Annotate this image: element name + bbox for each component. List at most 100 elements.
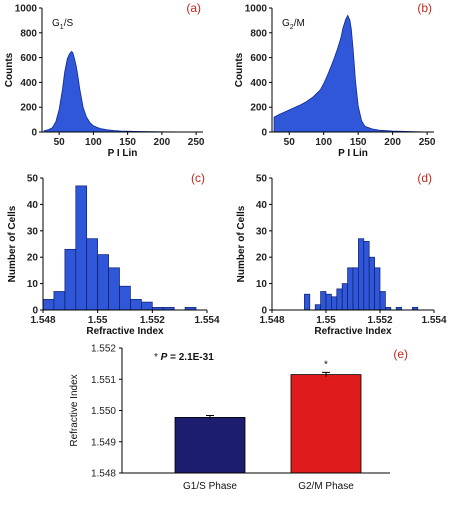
panel-letter: (d) [417, 171, 432, 185]
histogram-bar [320, 291, 327, 311]
histogram-bar [358, 238, 365, 311]
g1s-phase-bar [174, 416, 246, 474]
histogram-area [43, 50, 200, 133]
x-axis-title: P I Lin [108, 148, 138, 159]
histogram-bar [75, 185, 88, 311]
histogram-bar [86, 238, 98, 311]
x-tick-label: 200 [154, 137, 171, 148]
y-tick-label: 1.550 [91, 406, 116, 417]
y-axis-title: Counts [234, 52, 245, 87]
y-tick-label: 10 [27, 279, 39, 290]
histogram-bar [53, 291, 66, 311]
x-tick-label: 150 [119, 137, 136, 148]
x-tick-label: 1.55 [316, 315, 336, 326]
y-tick-label: 400 [250, 78, 267, 89]
y-axis-title: Refractive Index [69, 374, 80, 446]
panel-b-flow-histogram: 0 200 400 600 800 1000 50 100 150 200 250 P I Lin Co… [234, 1, 436, 159]
y-tick-label: 50 [256, 174, 268, 185]
y-tick-label: 1.549 [91, 437, 116, 448]
y-tick-label: 1.548 [91, 469, 116, 480]
y-tick-label: 50 [27, 174, 39, 185]
histogram-bar [374, 267, 381, 311]
y-tick-label: 30 [256, 226, 268, 237]
p-value-annotation: * P = 2.1E-31 [154, 352, 214, 363]
x-tick-label: 250 [188, 137, 205, 148]
y-tick-label: 800 [20, 28, 37, 39]
significance-star: * [324, 359, 328, 370]
category-label: G2/M Phase [298, 481, 354, 492]
y-tick-label: 40 [256, 200, 268, 211]
histogram-bar [141, 301, 153, 311]
x-tick-label: 250 [419, 137, 436, 148]
y-tick-label: 200 [20, 103, 37, 114]
panel-letter: (a) [186, 1, 201, 15]
histogram-bar [336, 288, 343, 311]
x-tick-label: 200 [384, 137, 401, 148]
y-tick-label: 0 [261, 306, 267, 317]
x-tick-label: 1.554 [421, 315, 446, 326]
histogram-bar [325, 293, 332, 311]
y-tick-label: 0 [261, 128, 267, 139]
panel-c-refractive-histogram: 0 10 20 30 40 50 1.548 1.55 1.552 1.554 Refractive… [7, 171, 220, 337]
y-axis-title: Counts [4, 52, 15, 87]
phase-annotation: G1/S [52, 18, 73, 31]
x-tick-label: 1.548 [30, 315, 55, 326]
x-axis-title: P I Lin [338, 148, 368, 159]
g2m-phase-bar [290, 374, 362, 474]
panel-d-refractive-histogram: 0 10 20 30 40 50 1.548 1.55 1.552 1.554 Refractive… [236, 171, 447, 337]
y-tick-label: 600 [250, 53, 267, 64]
histogram-bar [314, 304, 321, 311]
y-tick-label: 600 [20, 53, 37, 64]
x-tick-label: 100 [85, 137, 102, 148]
x-tick-label: 100 [315, 137, 332, 148]
histogram-bar [347, 267, 354, 311]
histogram-bar [130, 299, 142, 311]
y-tick-label: 30 [27, 226, 39, 237]
y-axis-title: Number of Cells [236, 205, 247, 282]
histogram-bar [379, 291, 386, 311]
x-tick-label: 1.548 [259, 315, 284, 326]
y-tick-label: 20 [256, 253, 268, 264]
y-tick-label: 40 [27, 200, 39, 211]
y-tick-label: 200 [250, 103, 267, 114]
y-tick-label: 1.551 [91, 375, 116, 386]
y-tick-label: 1000 [15, 4, 38, 15]
y-tick-label: 800 [250, 28, 267, 39]
histogram-bar [352, 267, 359, 311]
histogram-bar [331, 296, 338, 311]
histogram-area [273, 14, 431, 133]
x-tick-label: 50 [284, 137, 296, 148]
histogram-bar [108, 267, 120, 311]
x-axis-title: Refractive Index [314, 326, 392, 337]
x-tick-label: 150 [350, 137, 367, 148]
x-tick-label: 1.552 [140, 315, 165, 326]
y-tick-label: 1.552 [91, 344, 116, 355]
panel-a-flow-histogram: 0 200 400 600 800 1000 50 100 150 200 250 P I Lin Co… [4, 1, 205, 159]
y-tick-label: 1000 [245, 4, 268, 15]
category-label: G1/S Phase [183, 481, 237, 492]
phase-annotation: G2/M [282, 18, 305, 31]
histogram-bar [119, 285, 131, 311]
histogram-bar [304, 293, 311, 311]
panel-letter: (c) [191, 171, 205, 185]
y-tick-label: 0 [32, 306, 38, 317]
histogram-bar [363, 241, 370, 311]
histogram-bar [42, 299, 55, 311]
x-tick-label: 1.554 [194, 315, 219, 326]
histogram-bar [368, 256, 375, 311]
x-tick-label: 1.552 [367, 315, 392, 326]
y-tick-label: 20 [27, 253, 39, 264]
y-axis-title: Number of Cells [7, 205, 18, 282]
panel-letter: (b) [417, 1, 432, 15]
y-tick-label: 0 [31, 128, 37, 139]
histogram-bar [64, 248, 77, 311]
panel-letter: (e) [393, 347, 408, 361]
panel-e-mean-bar-chart: G1/S Phase G2/M Phase 1.548 1.549 1.550 1.551… [69, 344, 408, 493]
y-tick-label: 400 [20, 78, 37, 89]
y-tick-label: 10 [256, 279, 268, 290]
x-tick-label: 50 [54, 137, 66, 148]
x-tick-label: 1.55 [88, 315, 108, 326]
histogram-bar [97, 254, 109, 311]
histogram-bar [341, 283, 348, 311]
